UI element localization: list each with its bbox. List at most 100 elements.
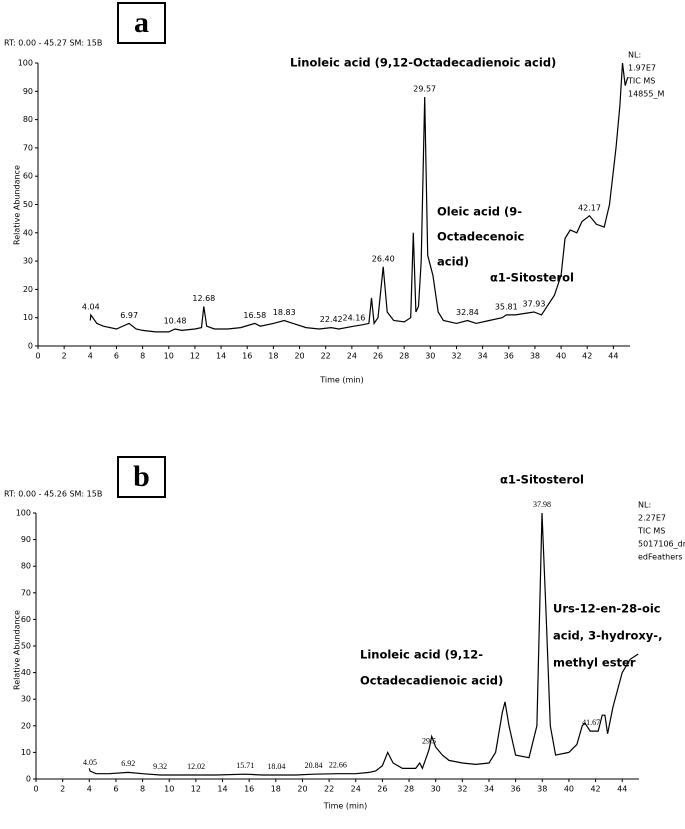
panel-label: a	[134, 6, 149, 39]
x-tick-label: 18	[268, 352, 278, 361]
y-tick-label: 30	[21, 695, 31, 704]
y-axis-label: Relative Abundance	[13, 165, 22, 245]
instrument-info: 2.27E7	[638, 514, 666, 523]
x-tick-label: 16	[244, 785, 254, 794]
annotation: α1-Sitosterol	[490, 271, 574, 285]
instrument-info: 14855_M	[628, 90, 664, 99]
x-tick-label: 6	[113, 785, 118, 794]
y-tick-label: 10	[21, 748, 31, 757]
instrument-info: TIC MS	[637, 527, 665, 536]
x-tick-label: 14	[216, 352, 226, 361]
instrument-info: 1.97E7	[628, 64, 656, 73]
instrument-info: TIC MS	[627, 77, 655, 86]
x-tick-label: 8	[140, 785, 145, 794]
x-tick-label: 32	[457, 785, 467, 794]
x-tick-label: 16	[242, 352, 252, 361]
x-tick-label: 20	[294, 352, 304, 361]
x-tick-label: 2	[60, 785, 65, 794]
x-tick-label: 12	[190, 352, 200, 361]
peak-label: 42.17	[578, 203, 601, 212]
x-tick-label: 42	[582, 352, 592, 361]
x-tick-label: 18	[271, 785, 281, 794]
x-tick-label: 4	[88, 352, 93, 361]
annotation: Oleic acid (9-	[437, 205, 522, 219]
x-axis-label: Time (min)	[323, 802, 367, 811]
peak-label: 22.66	[329, 761, 347, 770]
peak-label: 32.84	[456, 308, 479, 317]
y-tick-label: 50	[21, 642, 31, 651]
x-tick-label: 22	[321, 352, 331, 361]
peak-label: 35.81	[495, 302, 518, 311]
annotation: Urs-12-en-28-oic	[553, 602, 661, 616]
x-tick-label: 26	[377, 785, 387, 794]
x-tick-label: 32	[451, 352, 461, 361]
x-tick-label: 44	[608, 352, 618, 361]
peak-label: 4.04	[82, 302, 100, 311]
peak-label: 37.93	[523, 300, 546, 309]
x-tick-label: 10	[164, 785, 174, 794]
y-tick-label: 90	[21, 535, 31, 544]
x-axis-label: Time (min)	[319, 376, 363, 385]
y-tick-label: 100	[18, 59, 33, 68]
peak-label: 18.83	[273, 308, 296, 317]
panel-label: b	[133, 460, 150, 493]
y-tick-label: 0	[26, 775, 31, 784]
y-tick-label: 10	[23, 313, 33, 322]
peak-label: 20.84	[305, 761, 323, 770]
annotation: α1-Sitosterol	[500, 473, 584, 487]
annotation: acid, 3-hydroxy-,	[553, 629, 662, 643]
y-axis-label: Relative Abundance	[13, 610, 22, 690]
x-tick-label: 36	[504, 352, 514, 361]
x-tick-label: 24	[351, 785, 361, 794]
y-tick-label: 50	[23, 200, 33, 209]
x-tick-label: 12	[191, 785, 201, 794]
x-tick-label: 44	[617, 785, 627, 794]
y-tick-label: 0	[28, 342, 33, 351]
x-tick-label: 0	[35, 352, 40, 361]
x-tick-label: 0	[33, 785, 38, 794]
peak-label: 22.42	[320, 315, 343, 324]
x-tick-label: 26	[373, 352, 383, 361]
y-tick-label: 100	[16, 509, 31, 518]
y-tick-label: 40	[23, 228, 33, 237]
x-tick-label: 28	[399, 352, 409, 361]
x-tick-label: 40	[564, 785, 574, 794]
x-tick-label: 30	[425, 352, 435, 361]
peak-label: 9.32	[153, 762, 167, 771]
x-tick-label: 38	[537, 785, 547, 794]
y-tick-label: 20	[23, 285, 33, 294]
instrument-info: 5017106_dri	[638, 540, 685, 549]
y-tick-label: 80	[21, 562, 31, 571]
annotation: Linoleic acid (9,12-Octadecadienoic acid…	[290, 56, 556, 70]
peak-label: 26.40	[372, 254, 395, 263]
peak-label: 4.05	[83, 758, 97, 767]
x-tick-label: 40	[556, 352, 566, 361]
x-tick-label: 28	[404, 785, 414, 794]
y-tick-label: 40	[21, 668, 31, 677]
trace	[89, 62, 629, 333]
x-tick-label: 34	[478, 352, 488, 361]
peak-label: 29.57	[413, 84, 436, 93]
y-tick-label: 30	[23, 257, 33, 266]
x-tick-label: 30	[431, 785, 441, 794]
x-tick-label: 10	[164, 352, 174, 361]
panel-label-box	[117, 456, 166, 498]
y-tick-label: 80	[23, 115, 33, 124]
subtitle: RT: 0.00 - 45.27 SM: 15B	[4, 39, 102, 48]
peak-label: 6.92	[121, 759, 135, 768]
instrument-info: edFeathers	[638, 553, 683, 562]
panel-label-box	[117, 2, 166, 44]
peak-label: 41.67	[582, 718, 600, 727]
annotation: Octadecadienoic acid)	[360, 674, 503, 688]
y-tick-label: 70	[23, 143, 33, 152]
x-tick-label: 2	[62, 352, 67, 361]
y-tick-label: 70	[21, 588, 31, 597]
x-tick-label: 20	[297, 785, 307, 794]
peak-label: 18.04	[267, 762, 285, 771]
peak-label: 10.48	[164, 317, 187, 326]
instrument-info: NL:	[628, 51, 641, 60]
annotation: Octadecenoic	[437, 230, 525, 244]
peak-label: 29.5	[422, 737, 436, 746]
peak-label: 6.97	[120, 311, 138, 320]
